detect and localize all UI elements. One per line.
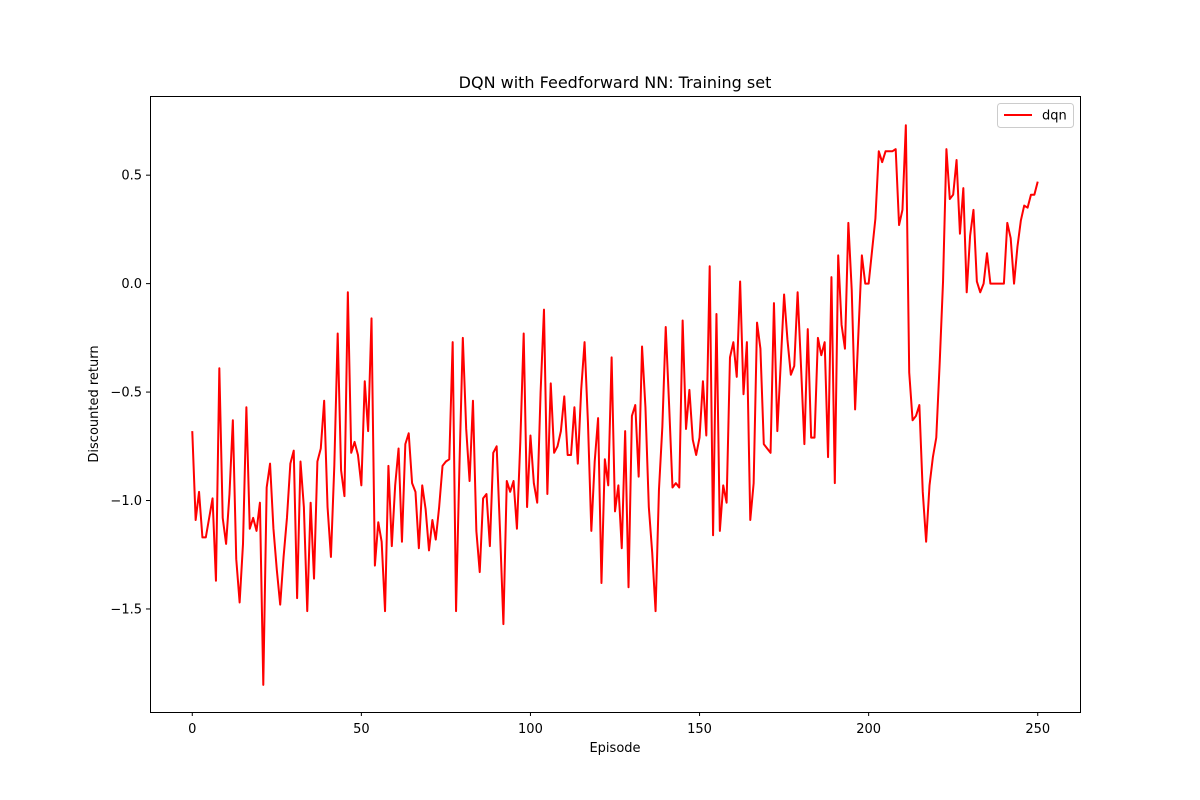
x-tick-label: 200 [856,722,881,737]
y-axis-label: Discounted return [87,345,102,462]
x-tick-label: 250 [1025,722,1050,737]
y-tick-label: −0.5 [110,386,142,401]
plot-frame [150,96,1081,713]
y-tick-label: 0.0 [121,277,142,292]
x-axis-label: Episode [589,741,640,756]
legend-box [997,103,1074,128]
y-tick-label: 0.5 [121,169,142,184]
x-tick-label: 0 [188,722,196,737]
x-tick-label: 100 [518,722,543,737]
series-layer [191,124,1039,686]
legend-label-dqn: dqn [1042,109,1067,124]
chart-title: DQN with Feedforward NN: Training set [459,73,772,92]
series-line-dqn [191,124,1039,686]
x-tick-label: 50 [353,722,370,737]
y-tick-label: −1.0 [110,494,142,509]
y-tick-label: −1.5 [110,602,142,617]
legend: dqn [997,103,1074,128]
x-axis-ticks: 0 50 100 150 200 250 [188,712,1050,737]
x-tick-label: 150 [687,722,712,737]
y-axis-ticks: −1.5 −1.0 −0.5 0.0 0.5 [110,169,150,617]
